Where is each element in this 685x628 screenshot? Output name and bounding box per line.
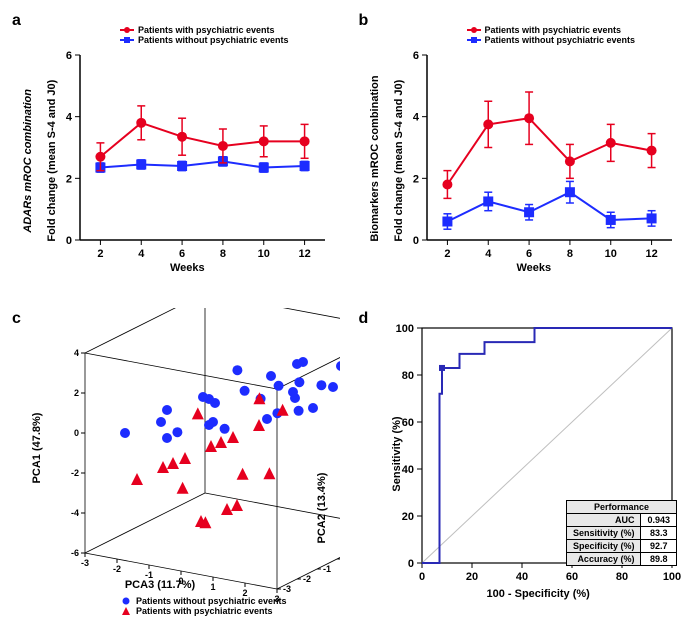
svg-text:-2: -2 xyxy=(303,574,311,584)
panel-d-xtitle: 100 - Specificity (%) xyxy=(487,588,590,600)
panel-c: c -6-4-2024-3-2-10123-3-2-10123PCA1 (47.… xyxy=(10,308,349,618)
svg-text:4: 4 xyxy=(138,248,145,260)
panel-b-xtitle: Weeks xyxy=(517,262,552,274)
legend-blue-b: Patients without psychiatric events xyxy=(485,35,636,45)
svg-text:100: 100 xyxy=(662,571,680,583)
svg-text:-3: -3 xyxy=(81,558,89,568)
panel-a-legend: Patients with psychiatric events Patient… xyxy=(120,25,289,45)
svg-text:6: 6 xyxy=(66,50,72,62)
svg-text:2: 2 xyxy=(97,248,103,260)
svg-text:-6: -6 xyxy=(71,548,79,558)
svg-text:4: 4 xyxy=(485,248,492,260)
svg-text:-4: -4 xyxy=(71,508,79,518)
svg-text:0: 0 xyxy=(407,558,413,570)
svg-text:2: 2 xyxy=(74,388,79,398)
panel-a: a 246810120246 Patients with psychiatric… xyxy=(10,10,349,300)
svg-text:100: 100 xyxy=(395,323,413,335)
svg-text:-2: -2 xyxy=(113,564,121,574)
svg-text:80: 80 xyxy=(615,571,627,583)
svg-text:6: 6 xyxy=(179,248,185,260)
svg-text:PCA2 (13.4%): PCA2 (13.4%) xyxy=(316,472,328,543)
svg-text:20: 20 xyxy=(465,571,477,583)
svg-text:12: 12 xyxy=(645,248,657,260)
svg-text:1: 1 xyxy=(210,582,215,592)
svg-text:40: 40 xyxy=(401,464,413,476)
svg-text:60: 60 xyxy=(401,417,413,429)
svg-text:4: 4 xyxy=(74,348,79,358)
panel-c-legend: Patients without psychiatric events Pati… xyxy=(120,596,287,616)
svg-text:-1: -1 xyxy=(323,564,331,574)
svg-text:80: 80 xyxy=(401,370,413,382)
svg-text:-2: -2 xyxy=(71,468,79,478)
svg-text:2: 2 xyxy=(444,248,450,260)
performance-table: Performance AUC0.943 Sensitivity (%)83.3… xyxy=(566,500,677,566)
panel-b-legend: Patients with psychiatric events Patient… xyxy=(467,25,636,45)
panel-a-label: a xyxy=(12,12,21,30)
legend-red-b: Patients with psychiatric events xyxy=(485,25,622,35)
svg-text:10: 10 xyxy=(604,248,616,260)
legend-red-a: Patients with psychiatric events xyxy=(138,25,275,35)
perf-title: Performance xyxy=(566,501,676,514)
svg-text:6: 6 xyxy=(526,248,532,260)
legend-red-c: Patients with psychiatric events xyxy=(136,606,273,616)
panel-d-label: d xyxy=(359,310,369,328)
svg-text:PCA3 (11.7%): PCA3 (11.7%) xyxy=(125,579,196,591)
svg-text:10: 10 xyxy=(258,248,270,260)
panel-d: d 0 20 40 60 80 100 0 20 40 60 80 100 Sensitivity (… xyxy=(357,308,685,618)
legend-blue-c: Patients without psychiatric events xyxy=(136,596,287,606)
panel-c-label: c xyxy=(12,310,21,328)
svg-text:12: 12 xyxy=(298,248,310,260)
panel-b-ytitle: Biomarkers mROC combination Fold change … xyxy=(357,80,417,260)
svg-text:0: 0 xyxy=(418,571,424,583)
legend-blue-a: Patients without psychiatric events xyxy=(138,35,289,45)
svg-text:60: 60 xyxy=(565,571,577,583)
panel-d-ytitle: Sensitivity (%) xyxy=(391,394,403,514)
svg-text:-3: -3 xyxy=(283,584,291,594)
svg-text:8: 8 xyxy=(566,248,572,260)
svg-text:40: 40 xyxy=(515,571,527,583)
panel-a-ytitle: ADARs mROC combination Fold change (mean… xyxy=(10,80,70,260)
panel-c-chart: -6-4-2024-3-2-10123-3-2-10123PCA1 (47.8%… xyxy=(10,308,340,608)
svg-text:6: 6 xyxy=(412,50,418,62)
figure-grid: a 246810120246 Patients with psychiatric… xyxy=(10,10,685,618)
panel-b-label: b xyxy=(359,12,369,30)
panel-a-xtitle: Weeks xyxy=(170,262,205,274)
svg-text:0: 0 xyxy=(74,428,79,438)
panel-b: b 246810120246 Patients with psychiatric… xyxy=(357,10,685,300)
svg-text:PCA1 (47.8%): PCA1 (47.8%) xyxy=(31,412,43,483)
svg-text:8: 8 xyxy=(220,248,226,260)
svg-text:20: 20 xyxy=(401,511,413,523)
